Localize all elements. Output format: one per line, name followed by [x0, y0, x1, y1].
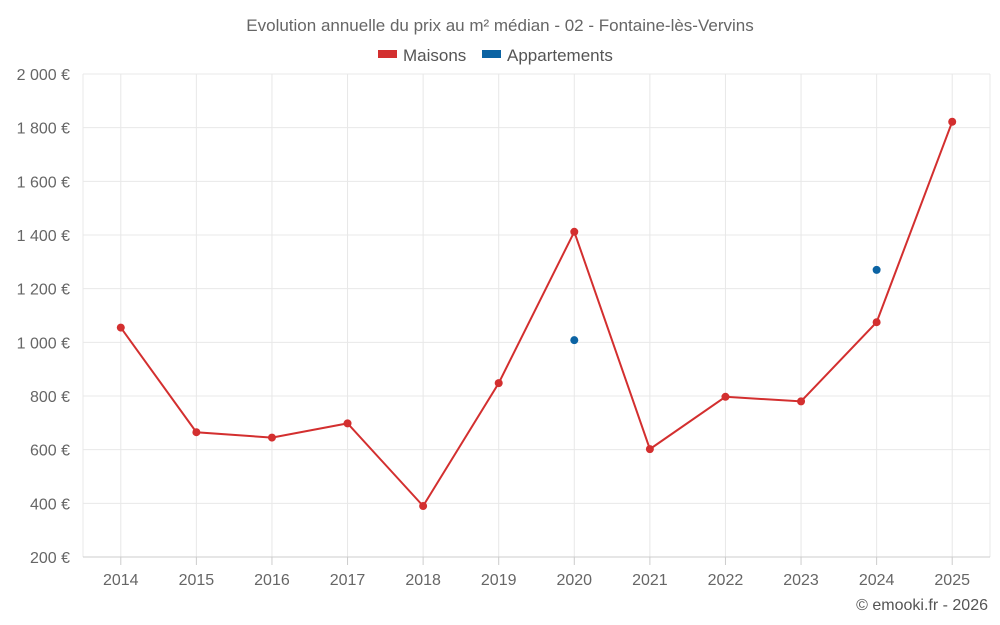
x-tick-label: 2024: [859, 572, 895, 589]
data-point-maisons[interactable]: [192, 428, 201, 437]
data-point-maisons[interactable]: [267, 433, 276, 442]
data-point-maisons[interactable]: [797, 397, 806, 406]
x-tick-label: 2018: [405, 572, 441, 589]
legend: Maisons Appartements: [378, 46, 613, 65]
data-point-maisons[interactable]: [948, 117, 957, 126]
x-tick-label: 2023: [783, 572, 819, 589]
y-tick-label: 1 000 €: [17, 335, 70, 352]
data-point-maisons[interactable]: [872, 318, 881, 327]
data-point-maisons[interactable]: [343, 419, 352, 428]
data-point-maisons[interactable]: [116, 323, 125, 332]
y-tick-label: 1 800 €: [17, 121, 70, 138]
x-tick-label: 2020: [556, 572, 592, 589]
legend-label-appartements[interactable]: Appartements: [507, 46, 613, 65]
x-tick-label: 2022: [708, 572, 744, 589]
y-tick-label: 400 €: [30, 496, 70, 513]
x-tick-label: 2025: [934, 572, 970, 589]
y-tick-label: 200 €: [30, 550, 70, 567]
y-axis: 200 € 400 € 600 € 800 € 1 000 € 1 200 € 1 400 …: [17, 67, 70, 567]
y-tick-label: 2 000 €: [17, 67, 70, 84]
chart-title: Evolution annuelle du prix au m² médian …: [246, 16, 753, 35]
credit-text: © emooki.fr - 2026: [856, 597, 988, 614]
legend-swatch-appartements: [482, 50, 501, 58]
y-tick-label: 1 200 €: [17, 282, 70, 299]
data-point-maisons[interactable]: [570, 227, 579, 236]
data-point-maisons[interactable]: [645, 445, 654, 454]
x-tick-label: 2017: [330, 572, 366, 589]
data-point-maisons[interactable]: [419, 502, 428, 511]
data-point-appartements[interactable]: [872, 265, 881, 274]
y-tick-label: 1 400 €: [17, 228, 70, 245]
x-tick-label: 2021: [632, 572, 668, 589]
series: [116, 117, 957, 511]
data-point-maisons[interactable]: [494, 379, 503, 388]
y-tick-label: 800 €: [30, 389, 70, 406]
y-tick-label: 600 €: [30, 443, 70, 460]
legend-label-maisons[interactable]: Maisons: [403, 46, 466, 65]
data-point-maisons[interactable]: [721, 392, 730, 401]
grid: [82, 73, 991, 557]
x-tick-label: 2015: [179, 572, 215, 589]
data-point-appartements[interactable]: [570, 336, 579, 345]
x-tick-label: 2016: [254, 572, 290, 589]
y-tick-label: 1 600 €: [17, 174, 70, 191]
x-axis: 2014 2015 2016 2017 2018 2019 2020 2021 2022 2023…: [83, 556, 990, 589]
x-tick-label: 2014: [103, 572, 139, 589]
x-tick-label: 2019: [481, 572, 517, 589]
series-line-maisons: [119, 121, 954, 508]
legend-swatch-maisons: [378, 50, 397, 58]
